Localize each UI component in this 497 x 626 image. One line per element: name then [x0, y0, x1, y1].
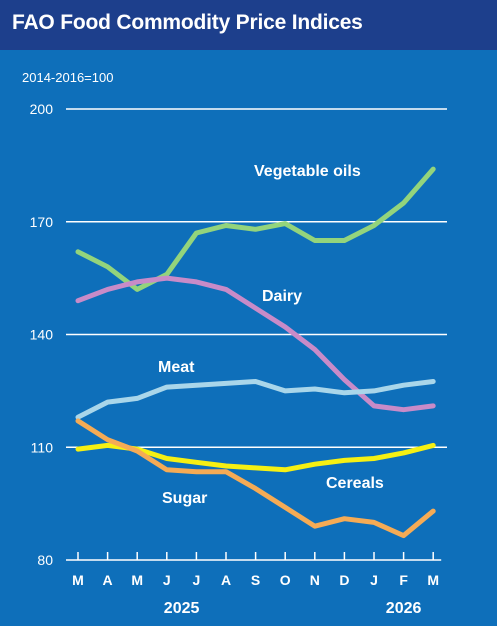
- series-line-vegetable-oils: [75, 166, 436, 292]
- series-layer: [75, 166, 436, 539]
- y-tick-label: 80: [37, 552, 53, 568]
- series-label-dairy: Dairy: [262, 288, 302, 305]
- series-line-meat: [75, 379, 436, 420]
- series-label-sugar: Sugar: [162, 490, 207, 507]
- series-label-meat: Meat: [158, 359, 195, 376]
- x-tick-label: A: [103, 572, 113, 588]
- series-line-sugar: [75, 418, 436, 539]
- year-label: 2026: [386, 600, 422, 617]
- series-labels: Vegetable oils Dairy Meat Cereals Sugar: [158, 163, 384, 507]
- x-tick-label: D: [339, 572, 349, 588]
- grid-layer: 80 110 140 170 200: [30, 101, 447, 568]
- x-tick-label: J: [370, 572, 378, 588]
- x-axis: M A M J J A S O N D J F M 2025 2026: [66, 552, 442, 617]
- y-tick-label: 200: [30, 101, 54, 117]
- series-label-vegetable-oils: Vegetable oils: [254, 163, 361, 180]
- x-tick-label: O: [280, 572, 291, 588]
- year-label: 2025: [164, 600, 200, 617]
- x-tick-label: A: [221, 572, 231, 588]
- x-tick-label: S: [251, 572, 260, 588]
- x-tick-label: N: [310, 572, 320, 588]
- x-tick-label: F: [399, 572, 408, 588]
- title-bar: FAO Food Commodity Price Indices: [0, 0, 497, 50]
- x-tick-label: J: [163, 572, 171, 588]
- unit-note: 2014-2016=100: [22, 70, 113, 85]
- series-line-dairy: [75, 275, 436, 413]
- x-tick-label: M: [131, 572, 143, 588]
- y-tick-label: 110: [31, 439, 54, 455]
- chart-title: FAO Food Commodity Price Indices: [12, 11, 363, 34]
- x-tick-label: M: [427, 572, 439, 588]
- series-label-cereals: Cereals: [326, 475, 384, 492]
- x-tick-label: M: [72, 572, 84, 588]
- x-tick-label: J: [193, 572, 201, 588]
- y-tick-label: 140: [30, 327, 54, 343]
- y-tick-label: 170: [30, 214, 54, 230]
